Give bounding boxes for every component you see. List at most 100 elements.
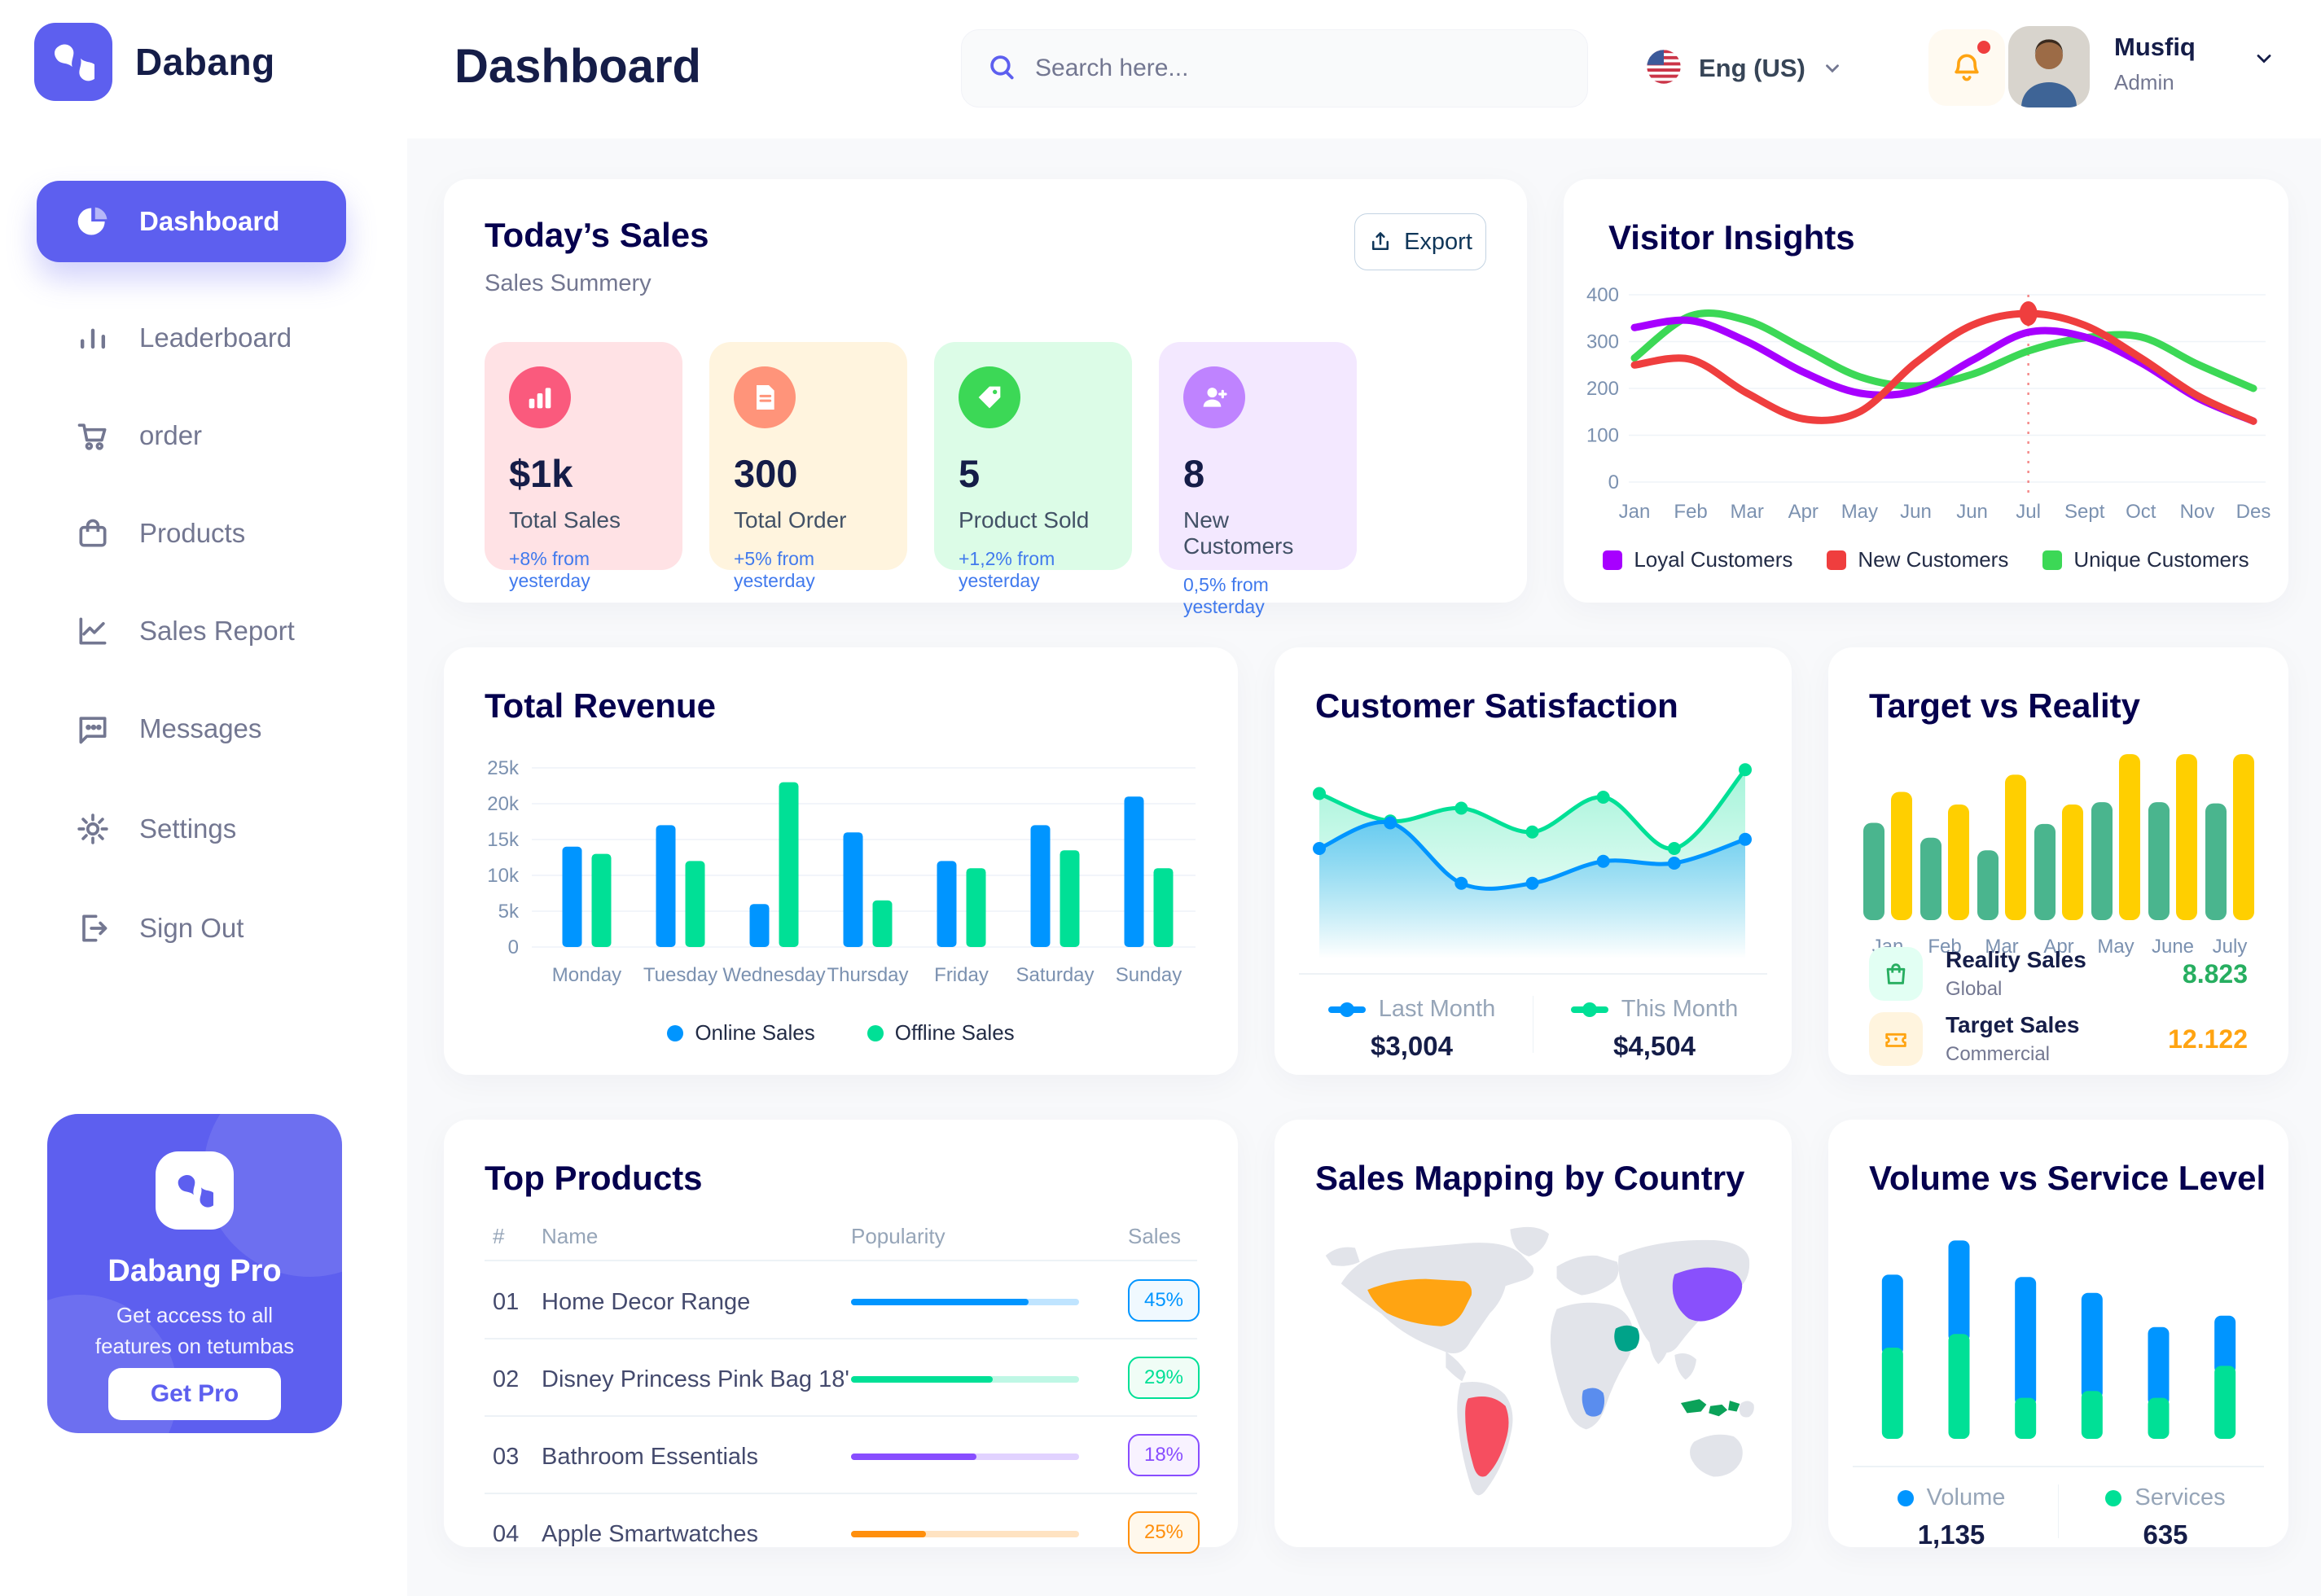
legend-value: 8.823	[2182, 958, 2248, 989]
avatar[interactable]	[2008, 26, 2090, 107]
legend-label: Last Month	[1378, 996, 1496, 1022]
stat-card-new-customers: 8 New Customers 0,5% from yesterday	[1159, 342, 1357, 617]
map-country-usa[interactable]	[1367, 1278, 1472, 1326]
volume-vs-service-title: Volume vs Service Level	[1869, 1159, 2266, 1197]
stat-delta: 0,5% from yesterday	[1183, 574, 1269, 617]
legend-item: New Customers	[1827, 547, 2008, 572]
point	[1525, 825, 1539, 839]
bar-services	[2015, 1397, 2037, 1439]
y-tick-label: 300	[1586, 331, 1619, 353]
bar	[2034, 823, 2056, 920]
legend-value: $3,004	[1371, 1031, 1453, 1061]
map-country-brazil[interactable]	[1465, 1396, 1509, 1477]
y-tick-label: 0	[508, 936, 519, 958]
page-title: Dashboard	[454, 40, 701, 93]
user-name: Musfiq	[2114, 33, 2196, 61]
notifications-button[interactable]	[1928, 29, 2005, 106]
legend-item: Unique Customers	[2042, 547, 2249, 572]
bar	[562, 846, 582, 947]
point	[1596, 854, 1610, 868]
top-products-card: Top Products # Name Popularity Sales 01 …	[444, 1120, 1238, 1554]
pro-logo-icon	[156, 1151, 234, 1230]
divider	[485, 1338, 1197, 1340]
sidebar-item-dashboard[interactable]: Dashboard	[37, 181, 346, 262]
x-tick-label: Saturday	[1016, 964, 1094, 986]
bag-icon	[74, 515, 112, 552]
top-products-title: Top Products	[485, 1159, 703, 1197]
sales-mapping-card: Sales Mapping by Country	[1275, 1120, 1792, 1547]
popularity-bar	[851, 1376, 1079, 1383]
legend-item: Services 635	[2059, 1484, 2272, 1550]
stat-label: Total Order	[734, 507, 847, 533]
point	[1525, 876, 1539, 890]
x-tick-label: Wednesday	[722, 964, 825, 986]
point	[1454, 876, 1468, 890]
x-tick-label: Apr	[2043, 936, 2073, 958]
bar	[2205, 803, 2227, 920]
pro-subtitle-line2: features on tetumbas	[94, 1334, 295, 1358]
bar-volume	[2214, 1315, 2236, 1375]
total-revenue-chart: 0 5k 10k 15k 20k 25k Monday Tuesday Wednesday Thu…	[487, 757, 1196, 986]
search-input[interactable]	[1035, 55, 1563, 82]
bar	[685, 861, 705, 947]
export-icon	[1372, 232, 1389, 250]
target-vs-reality-chart: JanFebMarAprMayJuneJuly	[1863, 754, 2254, 958]
bar	[1863, 822, 1884, 920]
legend-label: Loyal Customers	[1634, 547, 1793, 572]
sidebar-item-sign-out[interactable]: Sign Out	[37, 888, 346, 969]
sidebar-item-messages[interactable]: Messages	[37, 688, 346, 770]
target-sales-legend-row: Target Sales Commercial 12.122	[1869, 1012, 2248, 1066]
sidebar-item-sales-report[interactable]: Sales Report	[37, 590, 346, 672]
bar	[2062, 804, 2083, 920]
legend-label: Volume	[1926, 1484, 2006, 1510]
x-tick-label: Tuesday	[643, 964, 717, 986]
product-rank: 04	[493, 1521, 520, 1547]
sidebar-item-settings[interactable]: Settings	[37, 788, 346, 870]
legend-label: Target Sales	[1946, 1012, 2080, 1037]
dashboard-pie-icon	[74, 203, 112, 240]
point	[1667, 842, 1681, 855]
sign-out-icon	[74, 910, 112, 947]
map-country-indonesia[interactable]	[1680, 1399, 1740, 1417]
x-tick-label: Nov	[2180, 501, 2215, 523]
divider	[1853, 1466, 2264, 1467]
gear-icon	[74, 810, 112, 848]
x-tick-label: May	[1841, 501, 1878, 523]
bar-services	[1948, 1334, 1970, 1439]
divider	[485, 1260, 1197, 1261]
sidebar-item-leaderboard[interactable]: Leaderboard	[37, 297, 346, 379]
bar	[749, 904, 770, 947]
bar	[1977, 850, 1999, 920]
sidebar-item-order[interactable]: order	[37, 395, 346, 476]
bar	[1891, 791, 1912, 920]
popularity-bar	[851, 1299, 1079, 1305]
bar	[1060, 850, 1080, 947]
stat-card-product-sold: 5 Product Sold +1,2% from yesterday	[934, 342, 1132, 591]
map-country-saudi-arabia[interactable]	[1614, 1325, 1640, 1352]
ticket-icon	[1869, 1012, 1923, 1066]
product-name: Apple Smartwatches	[542, 1521, 758, 1547]
user-menu-chevron-icon[interactable]	[2253, 47, 2275, 70]
map-country-dr-congo[interactable]	[1582, 1388, 1605, 1417]
bell-icon	[1955, 54, 1979, 81]
popularity-bar	[851, 1531, 1079, 1537]
export-button[interactable]: Export	[1354, 213, 1486, 270]
divider	[2058, 1484, 2059, 1538]
y-tick-label: 5k	[498, 901, 520, 923]
sidebar-item-products[interactable]: Products	[37, 493, 346, 574]
todays-sales-card: Today’s Sales Sales Summery Export $1k T…	[444, 179, 1527, 617]
legend-item: Volume 1,135	[1845, 1484, 2058, 1550]
volume-vs-service-legend: Volume 1,135 Services 635	[1845, 1484, 2272, 1550]
bar-volume	[2081, 1292, 2103, 1400]
legend-label: New Customers	[1858, 547, 2009, 572]
customer-satisfaction-card: Customer Satisfaction Last Month $3,004 …	[1275, 647, 1792, 1075]
map-country-china[interactable]	[1672, 1267, 1743, 1322]
x-tick-label: May	[2097, 936, 2134, 958]
brand-logo-icon	[34, 23, 112, 101]
get-pro-button[interactable]: Get Pro	[108, 1368, 281, 1420]
language-selector[interactable]: Eng (US)	[1645, 34, 1843, 103]
y-tick-label: 200	[1586, 378, 1619, 400]
sidebar-item-label: Settings	[139, 813, 237, 844]
legend-label: Offline Sales	[894, 1020, 1015, 1045]
